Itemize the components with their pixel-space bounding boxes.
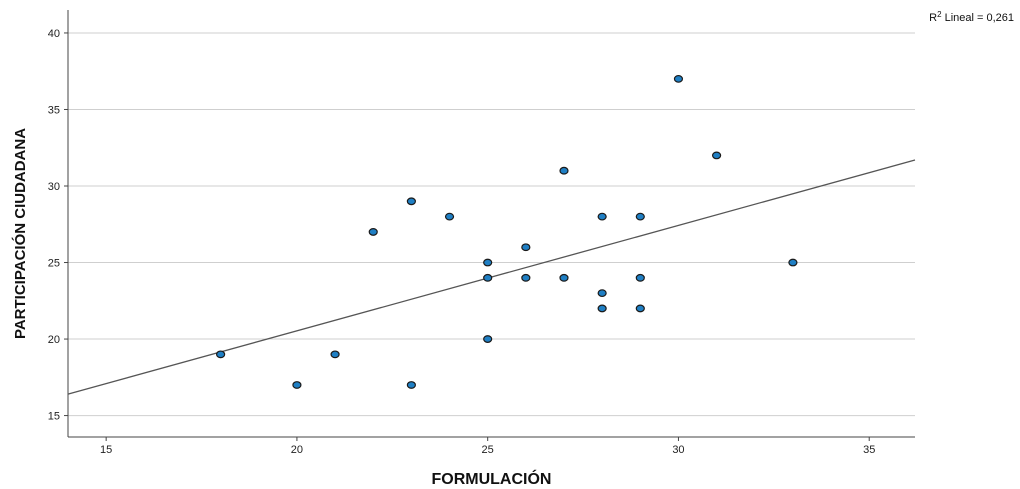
data-point-3 bbox=[368, 228, 378, 236]
y-tick-label-15: 15 bbox=[48, 411, 60, 423]
fit-label-base: R bbox=[929, 12, 937, 24]
data-point-11 bbox=[521, 273, 531, 282]
data-point-0 bbox=[216, 350, 226, 359]
grid-lines bbox=[68, 32, 915, 417]
data-point-1 bbox=[292, 381, 302, 389]
data-point-16 bbox=[597, 304, 607, 313]
y-tick-label-30: 30 bbox=[48, 181, 60, 193]
data-point-10 bbox=[521, 243, 531, 252]
x-tick-label-25: 25 bbox=[482, 444, 494, 456]
axes bbox=[67, 10, 915, 438]
x-tick-label-15: 15 bbox=[100, 444, 112, 456]
data-point-2 bbox=[330, 350, 340, 359]
data-point-13 bbox=[559, 273, 569, 282]
data-point-15 bbox=[597, 289, 607, 298]
data-point-14 bbox=[597, 212, 607, 221]
data-point-20 bbox=[673, 74, 684, 83]
data-point-8 bbox=[483, 273, 493, 282]
y-tick-label-40: 40 bbox=[48, 28, 60, 40]
x-axis-title: FORMULACIÓN bbox=[432, 469, 552, 488]
fit-label-text: Lineal = 0,261 bbox=[942, 12, 1014, 24]
data-point-18 bbox=[635, 273, 645, 282]
y-tick-label-35: 35 bbox=[48, 104, 60, 116]
y-tick-label-20: 20 bbox=[48, 334, 60, 346]
x-tick-label-20: 20 bbox=[291, 444, 303, 456]
y-ticks: 15 20 25 30 35 40 bbox=[48, 28, 68, 423]
fit-line-label: R2 Lineal = 0,261 bbox=[929, 10, 1014, 25]
x-ticks: 15 20 25 30 35 bbox=[100, 437, 875, 456]
y-axis-title: PARTICIPACIÓN CIUDADANA bbox=[11, 128, 29, 339]
data-point-21 bbox=[712, 151, 722, 160]
x-tick-label-30: 30 bbox=[672, 444, 684, 456]
data-point-7 bbox=[483, 258, 493, 267]
y-tick-label-25: 25 bbox=[48, 258, 60, 270]
data-point-22 bbox=[788, 258, 798, 267]
data-point-6 bbox=[444, 212, 455, 221]
x-tick-label-35: 35 bbox=[863, 444, 875, 456]
data-point-12 bbox=[559, 166, 569, 175]
data-points bbox=[216, 74, 798, 389]
fit-label-superscript: 2 bbox=[937, 10, 942, 19]
data-point-5 bbox=[406, 381, 416, 389]
data-point-9 bbox=[483, 335, 493, 343]
data-point-4 bbox=[406, 197, 416, 206]
data-point-19 bbox=[635, 304, 645, 313]
data-point-17 bbox=[635, 212, 645, 221]
